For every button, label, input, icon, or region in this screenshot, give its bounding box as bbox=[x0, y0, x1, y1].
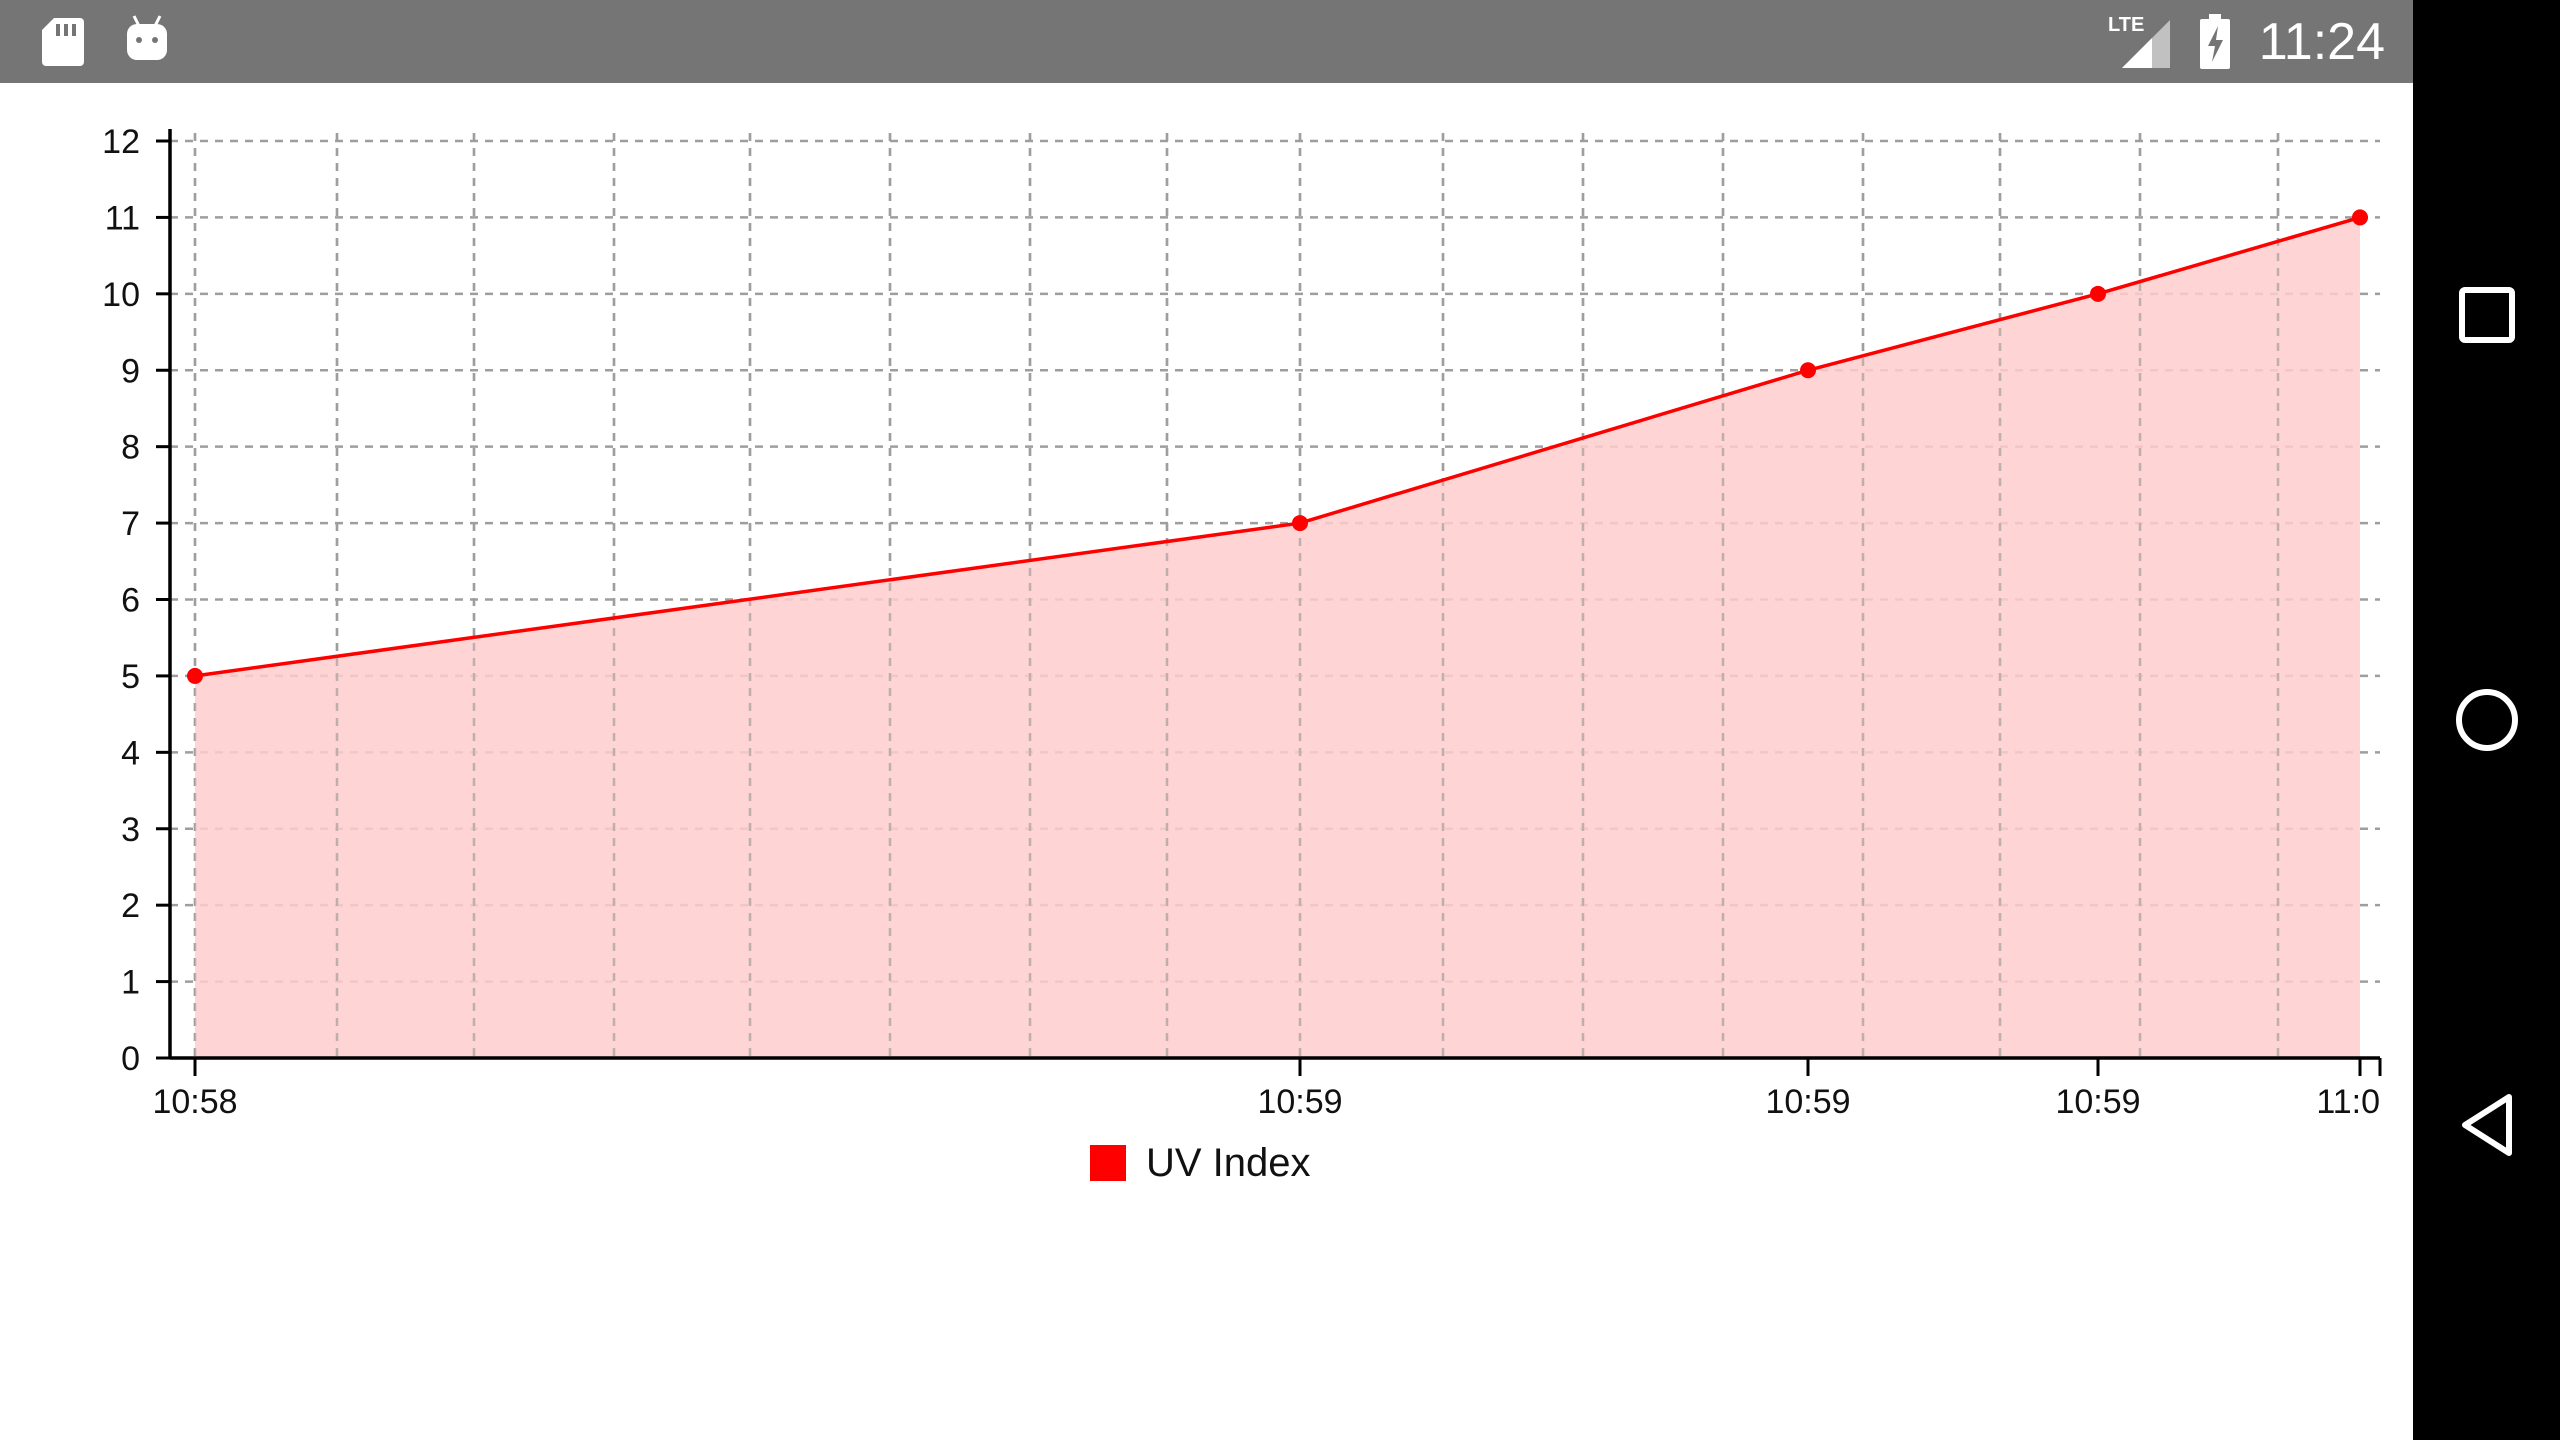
y-tick-label: 6 bbox=[121, 582, 140, 620]
android-debug-icon bbox=[127, 15, 167, 60]
home-circle-icon bbox=[2455, 689, 2518, 751]
chart-legend: UV Index bbox=[1090, 1137, 1311, 1189]
y-tick-label: 7 bbox=[121, 505, 140, 543]
recents-button[interactable] bbox=[2413, 255, 2560, 375]
y-tick-label: 1 bbox=[121, 964, 140, 1002]
home-button[interactable] bbox=[2413, 660, 2560, 780]
series-area-fill bbox=[195, 217, 2360, 1058]
back-triangle-icon bbox=[2461, 1094, 2512, 1156]
data-point bbox=[2090, 285, 2106, 302]
data-point bbox=[187, 667, 203, 684]
x-tick-label: 10:59 bbox=[1765, 1083, 1850, 1121]
battery-charging-icon bbox=[2200, 14, 2230, 69]
y-tick-label: 8 bbox=[121, 429, 140, 467]
legend-swatch bbox=[1090, 1145, 1126, 1181]
y-tick-label: 11 bbox=[105, 199, 140, 237]
y-tick-label: 2 bbox=[121, 887, 140, 925]
back-button[interactable] bbox=[2413, 1065, 2560, 1185]
uv-index-chart[interactable]: 0 1 2 3 4 5 6 7 8 9 10 11 12 10:58 10:59 10:59 10:59 11:0… bbox=[0, 83, 2413, 1440]
lte-label: LTE bbox=[2108, 14, 2145, 36]
x-tick-label: 10:58 bbox=[152, 1083, 237, 1121]
y-tick-label: 10 bbox=[102, 276, 140, 314]
x-tick-label: 10:59 bbox=[2055, 1083, 2140, 1121]
sd-card-icon bbox=[42, 18, 84, 66]
data-point bbox=[1800, 362, 1816, 379]
legend-label: UV Index bbox=[1146, 1140, 1311, 1185]
x-tick-label: 10:59 bbox=[1257, 1083, 1342, 1121]
y-tick-label: 12 bbox=[102, 123, 140, 161]
data-point bbox=[1292, 515, 1308, 532]
x-tick-label: 11:0 bbox=[2316, 1083, 2380, 1121]
y-tick-label: 0 bbox=[121, 1040, 140, 1078]
y-tick-label: 3 bbox=[121, 811, 140, 849]
lte-signal-icon: LTE bbox=[2108, 12, 2172, 70]
y-tick-label: 5 bbox=[121, 658, 140, 696]
data-point bbox=[2352, 209, 2368, 226]
navigation-bar bbox=[2413, 0, 2560, 1440]
status-bar: LTE 11:24 bbox=[0, 0, 2413, 83]
status-clock: 11:24 bbox=[2258, 13, 2385, 71]
y-tick-label: 4 bbox=[121, 734, 140, 772]
recents-square-icon bbox=[2458, 287, 2515, 343]
y-tick-label: 9 bbox=[121, 352, 140, 390]
